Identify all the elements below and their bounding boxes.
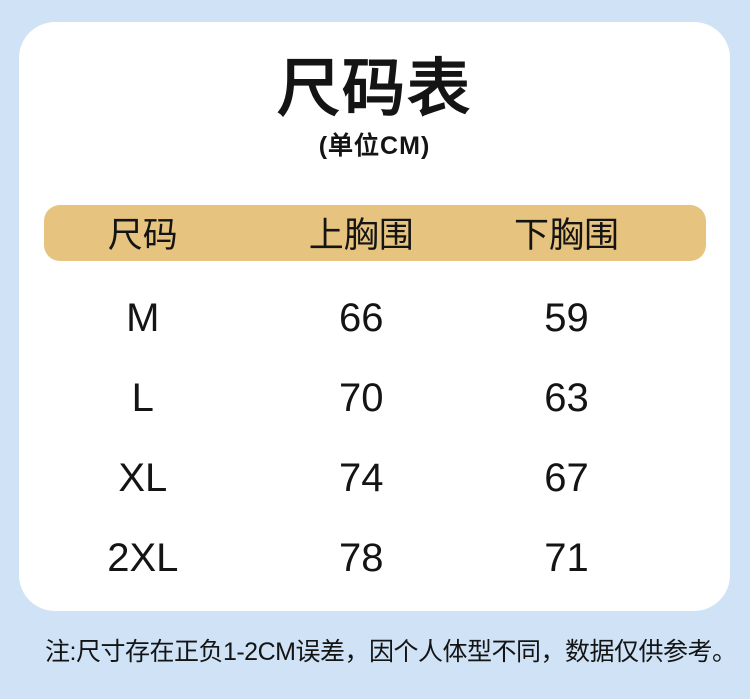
- column-header-size: 尺码: [107, 216, 178, 256]
- column-header-upper-bust: 上胸围: [308, 216, 414, 256]
- size-chart-card: 尺码表 (单位CM) 尺码 上胸围 下胸围 M 66 59 L 70 63 XL…: [19, 22, 730, 611]
- table-row: 2XL 78 71: [44, 519, 706, 599]
- cell-lower-bust: 67: [544, 456, 589, 501]
- cell-size: M: [126, 296, 160, 341]
- cell-size: 2XL: [107, 536, 179, 581]
- cell-upper-bust: 66: [339, 296, 384, 341]
- table-header-bar: 尺码 上胸围 下胸围: [43, 204, 706, 261]
- column-header-lower-bust: 下胸围: [513, 216, 619, 256]
- page-title: 尺码表: [277, 54, 472, 124]
- unit-label: (单位CM): [318, 132, 431, 160]
- cell-size: L: [131, 376, 154, 421]
- table-row: XL 74 67: [44, 439, 706, 519]
- cell-lower-bust: 71: [544, 536, 589, 581]
- cell-lower-bust: 59: [544, 296, 589, 341]
- disclaimer-note: 注:尺寸存在正负1-2CM误差，因个人体型不同，数据仅供参考。: [45, 638, 737, 666]
- size-table: M 66 59 L 70 63 XL 74 67 2XL 78 71: [44, 279, 706, 599]
- table-row: L 70 63: [44, 359, 706, 439]
- table-row: M 66 59: [44, 279, 706, 359]
- cell-size: XL: [118, 456, 168, 501]
- cell-lower-bust: 63: [544, 376, 589, 421]
- cell-upper-bust: 74: [339, 456, 384, 501]
- cell-upper-bust: 78: [339, 536, 384, 581]
- cell-upper-bust: 70: [339, 376, 384, 421]
